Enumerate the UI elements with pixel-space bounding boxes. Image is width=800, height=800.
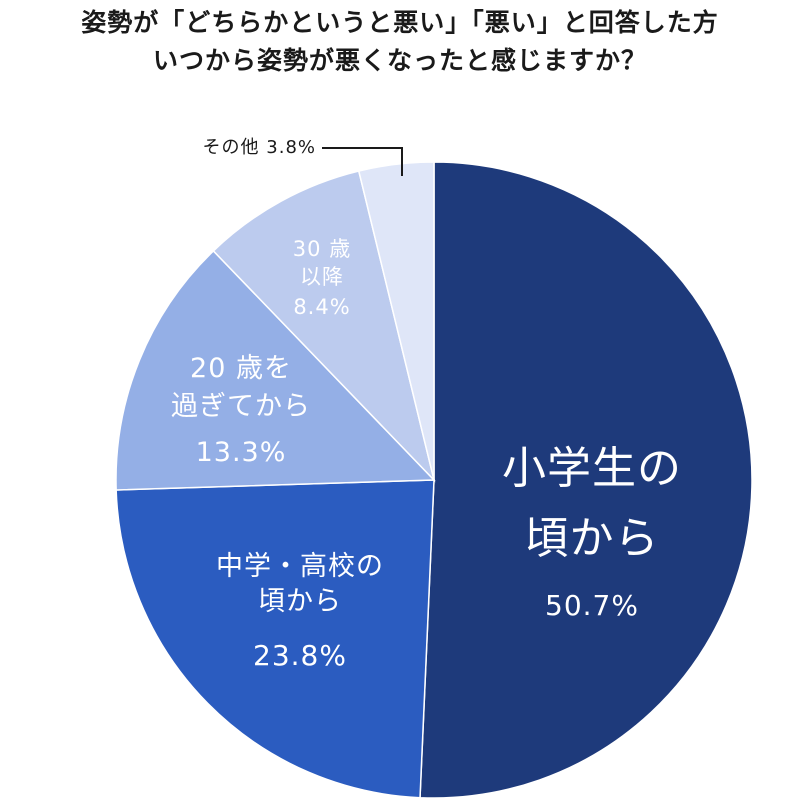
slice-label: 以降	[300, 265, 344, 289]
slice-value-label: 23.8%	[253, 639, 347, 672]
chart-title-line-2: いつから姿勢が悪くなったと感じますか？	[152, 46, 647, 75]
leader-line	[322, 147, 403, 176]
slice-value-label: 50.7%	[545, 589, 639, 622]
slice-value-label: 13.3%	[196, 437, 287, 468]
chart-title-line-1: 姿勢が「どちらかというと悪い」「悪い」と回答した方	[81, 8, 719, 37]
pie-slice	[115, 249, 436, 491]
slice-value-label: 8.4%	[293, 295, 350, 319]
slice-label: 頃から	[258, 586, 342, 617]
slice-label-other: その他 3.8%	[203, 137, 316, 158]
pie-slice	[212, 170, 436, 483]
slice-label: 中学・高校の	[216, 551, 384, 582]
slice-label: 30 歳	[293, 237, 351, 261]
pie-slice	[419, 161, 753, 799]
slice-label: 20 歳を	[190, 353, 292, 384]
slice-label: 小学生の	[502, 443, 682, 494]
slice-label: 頃から	[525, 513, 660, 564]
pie-slice	[357, 161, 435, 481]
chart-title: 姿勢が「どちらかというと悪い」「悪い」と回答した方 いつから姿勢が悪くなったと感…	[0, 0, 800, 80]
pie-slice	[115, 479, 435, 799]
slice-label: 過ぎてから	[171, 391, 311, 422]
